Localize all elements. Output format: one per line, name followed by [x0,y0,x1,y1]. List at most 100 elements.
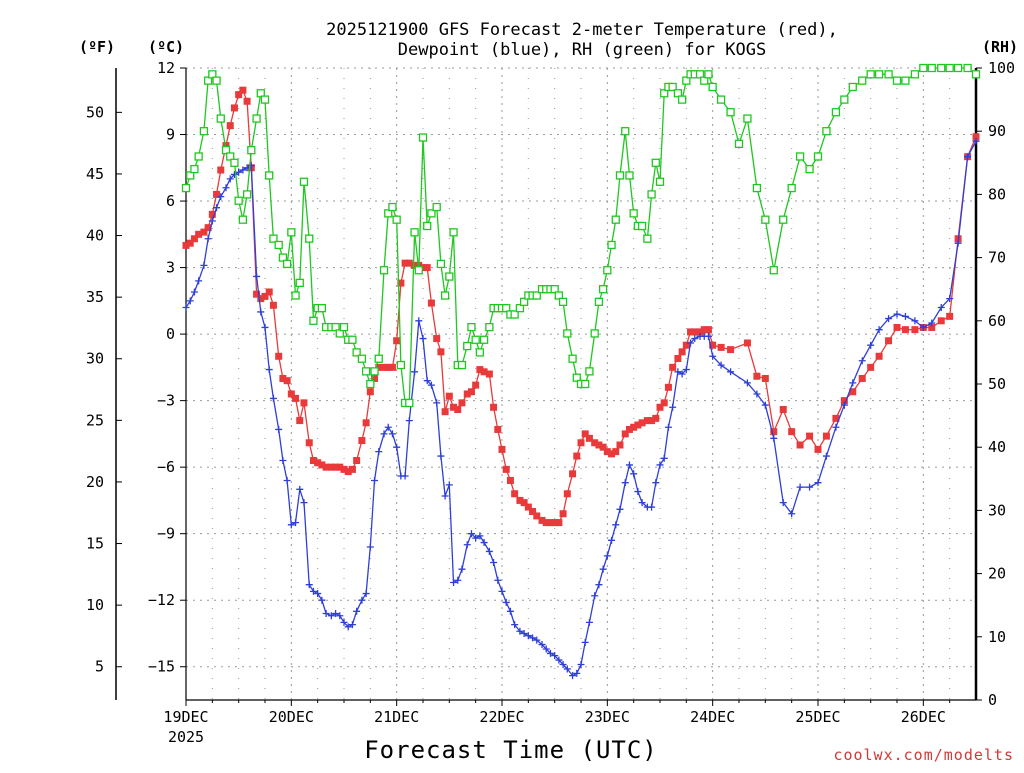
rh-point [309,316,318,325]
dewpoint-point [928,319,936,327]
dewpoint-point [269,394,277,402]
temperature-point [885,337,893,345]
temperature-point [608,450,616,458]
temperature-point [485,370,493,378]
dewpoint-point [625,461,633,469]
rh-point [384,209,393,218]
temperature-point [472,381,480,389]
temperature-point [419,264,427,272]
rh-point [348,335,357,344]
dewpoint-point [656,461,664,469]
rh-point [743,114,752,123]
dewpoint-point [840,401,848,409]
dewpoint-point [476,532,484,540]
temperature-point [806,432,814,440]
dewpoint-point [555,656,563,664]
dewpoint-point [849,379,857,387]
dewpoint-point [616,505,624,513]
temperature-point [458,399,466,407]
temperature-point [901,326,909,334]
rh-point [278,253,288,262]
rh-point [621,127,630,136]
temperature-point [643,417,651,425]
temperature-point [437,348,445,356]
watermark: coolwx.com/modelts [833,746,1014,764]
temperature-point [275,352,283,360]
rh-point [963,63,972,73]
rh-point [813,152,823,161]
rh-point [305,234,314,243]
dewpoint-point [533,636,541,644]
rh-point [510,310,519,319]
temperature-point [743,339,751,347]
temperature-point [506,476,514,484]
temperature-point [362,419,370,427]
rh-tick-label: 60 [988,312,1006,330]
dewpoint-point [388,430,396,438]
dewpoint-point [292,519,300,527]
temperature-point [669,363,677,371]
rh-point [682,76,691,85]
rh-point [515,304,525,313]
rh-point [901,76,910,85]
series-layer [181,63,981,680]
dewpoint-point [542,645,550,653]
dewpoint-point [664,423,672,431]
rh-point [295,278,304,288]
dewpoint-point [520,629,528,637]
rh-point [647,190,656,199]
temperature-point [674,354,682,362]
rh-point [260,95,270,104]
temperature-point [696,328,704,336]
rh-point [265,171,274,180]
rh-point [629,209,638,218]
dewpoint-point [217,193,225,201]
temperature-point [656,403,664,411]
dewpoint-point [516,627,524,635]
rh-point [449,228,458,237]
rh-point [607,240,616,250]
temperature-point [788,428,796,436]
temperature-point [490,403,498,411]
temperature-point [555,519,563,527]
dewpoint-point [182,303,190,311]
dewpoint-point [788,510,796,518]
celsius-tick-label: −6 [157,458,175,476]
rh-tick-label: 30 [988,501,1006,519]
temperature-point [480,368,488,376]
dewpoint-point [257,308,265,316]
temperature-point [937,317,945,325]
rh-point [532,291,541,300]
temperature-point [371,374,379,382]
rh-point [392,215,401,224]
dewpoint-point [717,361,725,369]
rh-tick-label: 90 [988,122,1006,140]
rh-point [625,171,634,180]
fahrenheit-tick-label: 10 [86,596,104,614]
dewpoint-point [652,479,660,487]
temperature-point [195,230,203,238]
dewpoint-point [577,661,585,669]
rh-point [396,360,406,370]
temperature-line [185,89,977,524]
temperature-point [366,388,374,396]
temperature-point [577,439,585,447]
dewpoint-point [213,204,221,212]
dewpoint-point [753,390,761,398]
rh-tick-label: 50 [988,375,1006,393]
dewpoint-point [419,335,427,343]
rh-point [379,266,389,275]
temperature-point [287,390,295,398]
temperature-point [332,463,340,471]
dewpoint-point [524,632,532,640]
dewpoint-point [340,618,348,626]
celsius-tick-label: −15 [148,658,175,676]
rh-point [910,70,920,79]
rh-point [226,152,235,161]
temperature-point [384,363,392,371]
rh-point [848,82,857,92]
dewpoint-point [318,596,326,604]
temperature-point [520,499,528,507]
temperature-point [401,259,409,267]
temperature-point [217,166,225,174]
